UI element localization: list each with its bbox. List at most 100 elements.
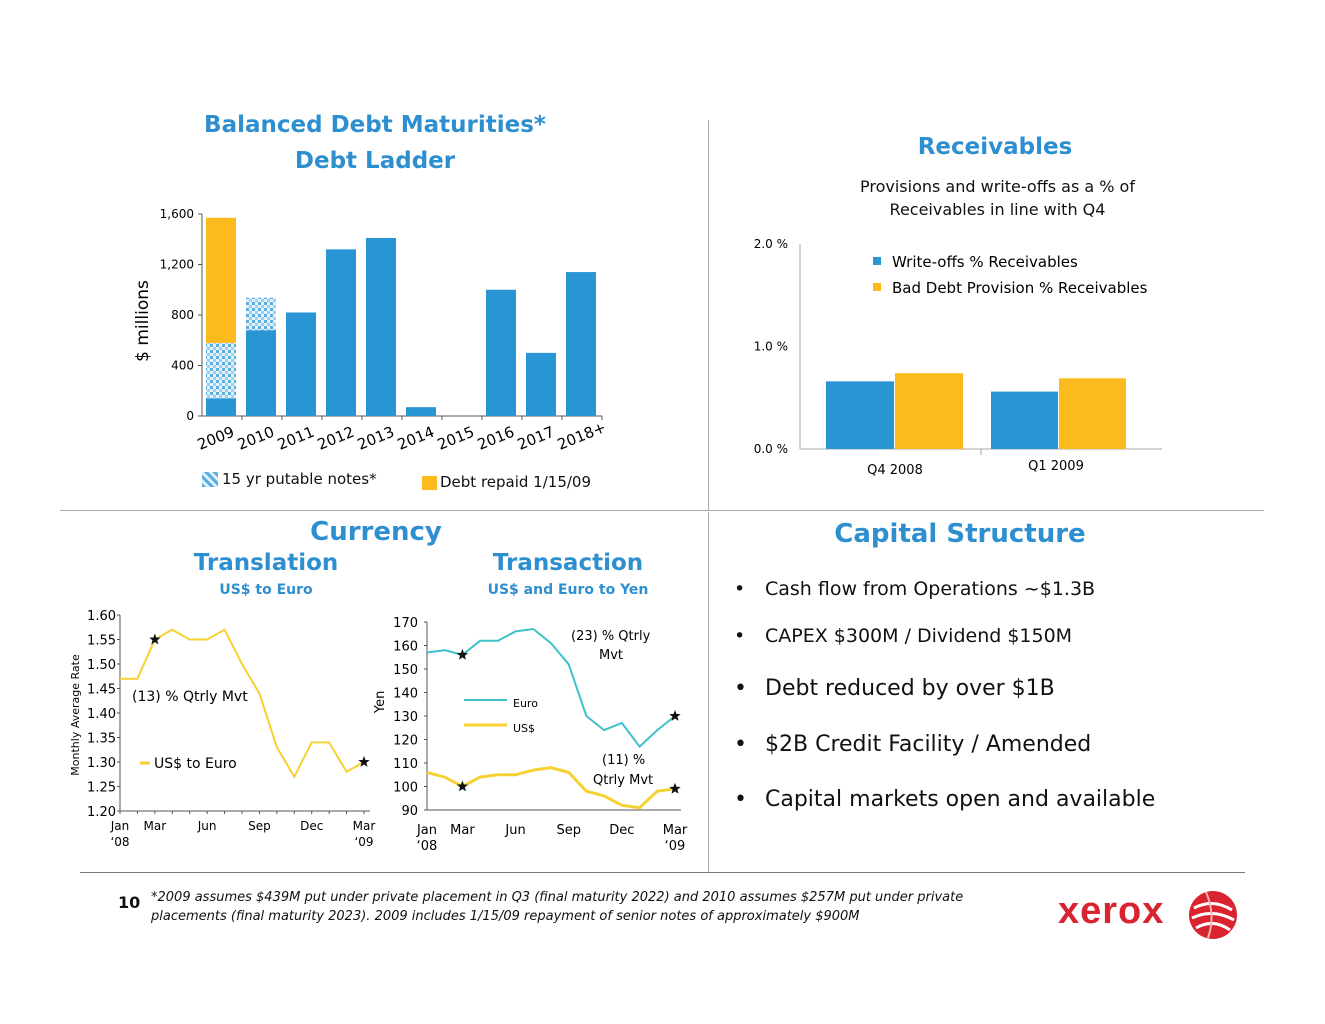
debt-x-tick-label: 2016 bbox=[475, 423, 517, 454]
rec-x-label: Q4 2008 bbox=[867, 463, 923, 478]
capital-bullet-3: Debt reduced by over $1B bbox=[734, 676, 1254, 732]
page-number: 10 bbox=[118, 893, 141, 912]
tr-x-tick-label: Mar bbox=[353, 819, 376, 833]
tx-x-tick-label: Mar bbox=[450, 823, 475, 838]
divider-vertical-bottom bbox=[708, 512, 709, 872]
tx-x-tick-label: ‘09 bbox=[665, 839, 686, 854]
tr-x-tick-label: Sep bbox=[248, 819, 271, 833]
legend-label-putable: 15 yr putable notes* bbox=[222, 470, 377, 488]
debt-x-tick-label: 2009 bbox=[195, 423, 237, 454]
debt-bar-2017-s0 bbox=[526, 352, 556, 416]
tx-annotation-2a: (11) % bbox=[602, 753, 645, 768]
debt-bar-2013-s0 bbox=[366, 237, 396, 416]
tx-line-euro bbox=[426, 627, 676, 749]
rec-bar-Q1-2009-s0 bbox=[991, 391, 1058, 449]
tx-marker-star bbox=[669, 710, 681, 721]
tr-y-tick-label: 1.40 bbox=[87, 707, 116, 722]
transaction-subtitle: US$ and Euro to Yen bbox=[487, 582, 649, 598]
receivables-chart: 0.0 % 1.0 % 2.0 % Q4 2008 Q1 2009 Write-offs … bbox=[754, 237, 1162, 478]
rec-bar-Q4-2008-s1 bbox=[895, 373, 963, 449]
tx-annotation-1a: (23) % Qtrly bbox=[571, 629, 651, 644]
tr-marker-star bbox=[358, 756, 370, 767]
tx-x-tick-label: Sep bbox=[556, 823, 581, 838]
legend-swatch-repaid bbox=[422, 476, 437, 490]
debt-y-tick-label: 0 bbox=[186, 409, 194, 423]
tr-legend-label: US$ to Euro bbox=[154, 756, 237, 772]
tr-x-tick-label: Jan bbox=[110, 819, 130, 833]
tx-y-tick-label: 130 bbox=[393, 710, 418, 725]
debt-title-line2: Debt Ladder bbox=[294, 148, 456, 174]
tr-annotation: (13) % Qtrly Mvt bbox=[132, 689, 248, 705]
rec-bar-Q1-2009-s1 bbox=[1059, 378, 1126, 449]
debt-bar-2010-s1 bbox=[246, 297, 276, 331]
debt-bar-2011-s0 bbox=[286, 312, 316, 416]
debt-bar-2016-s0 bbox=[486, 289, 516, 416]
tx-x-tick-label: ‘08 bbox=[417, 839, 438, 854]
capital-bullet-2: CAPEX $300M / Dividend $150M bbox=[734, 625, 1254, 676]
debt-bar-2009-s2 bbox=[206, 217, 236, 343]
tr-x-tick-label: Dec bbox=[300, 819, 323, 833]
transaction-chart: 90 100 110 120 130 140 150 160 170 Yen Jan‘08 Mar Ju… bbox=[373, 616, 688, 854]
tr-y-tick-label: 1.60 bbox=[87, 609, 116, 624]
tx-marker-star bbox=[669, 782, 681, 794]
capital-bullets: Cash flow from Operations ~$1.3B CAPEX $… bbox=[734, 578, 1254, 827]
debt-y-tick-label: 800 bbox=[171, 308, 194, 322]
debt-x-tick-label: 2015 bbox=[435, 423, 477, 454]
debt-y-tick-label: 1,600 bbox=[160, 207, 194, 221]
debt-x-tick-label: 2018+ bbox=[555, 418, 609, 454]
tx-annotation-1b: Mvt bbox=[599, 648, 623, 663]
footer-rule bbox=[80, 872, 1245, 873]
rec-y-tick-label: 0.0 % bbox=[754, 442, 788, 456]
currency-title: Currency bbox=[310, 517, 442, 547]
translation-subtitle: US$ to Euro bbox=[219, 582, 313, 598]
capital-title: Capital Structure bbox=[834, 519, 1086, 549]
tx-y-tick-label: 100 bbox=[393, 781, 418, 796]
receivables-subtitle-line2: Receivables in line with Q4 bbox=[889, 200, 1106, 219]
debt-bar-2012-s0 bbox=[326, 249, 356, 416]
capital-bullet-4: $2B Credit Facility / Amended bbox=[734, 732, 1254, 787]
tx-y-tick-label: 150 bbox=[393, 663, 418, 678]
legend-swatch-putable bbox=[202, 472, 218, 487]
rec-y-tick-label: 2.0 % bbox=[754, 237, 788, 251]
tr-y-tick-label: 1.35 bbox=[87, 732, 116, 747]
debt-y-axis-label: $ millions bbox=[133, 280, 153, 362]
tr-y-tick-label: 1.55 bbox=[87, 634, 116, 649]
tr-x-tick-label: ‘09 bbox=[354, 835, 373, 849]
rec-legend-label-1: Bad Debt Provision % Receivables bbox=[892, 279, 1148, 297]
tx-x-tick-label: Jun bbox=[504, 823, 525, 838]
tr-y-tick-label: 1.20 bbox=[87, 805, 116, 820]
tx-y-tick-label: 160 bbox=[393, 640, 418, 655]
tr-x-tick-label: ‘08 bbox=[110, 835, 129, 849]
footnote-line1: *2009 assumes $439M put under private pl… bbox=[151, 890, 964, 905]
debt-x-tick-label: 2012 bbox=[315, 423, 357, 454]
rec-legend-label-0: Write-offs % Receivables bbox=[892, 253, 1078, 271]
debt-x-tick-label: 2011 bbox=[275, 423, 317, 454]
debt-y-tick-label: 400 bbox=[171, 359, 194, 373]
tr-line-usd-euro bbox=[120, 628, 365, 779]
rec-legend-swatch-0 bbox=[873, 257, 881, 265]
xerox-logo: xerox bbox=[1058, 888, 1248, 940]
tx-x-tick-label: Dec bbox=[609, 823, 634, 838]
tr-y-tick-label: 1.30 bbox=[87, 756, 116, 771]
receivables-subtitle-line1: Provisions and write-offs as a % of bbox=[860, 177, 1135, 196]
debt-bar-2009-s1 bbox=[206, 342, 236, 399]
tx-y-tick-label: 140 bbox=[393, 687, 418, 702]
tr-x-tick-label: Mar bbox=[144, 819, 167, 833]
tx-y-tick-label: 110 bbox=[393, 757, 418, 772]
tx-x-tick-label: Mar bbox=[663, 823, 688, 838]
tx-legend-label-0: Euro bbox=[513, 697, 538, 710]
tx-x-tick-label: Jan bbox=[416, 823, 437, 838]
xerox-sphere-icon bbox=[1189, 891, 1237, 939]
capital-bullet-1: Cash flow from Operations ~$1.3B bbox=[734, 578, 1254, 625]
debt-legend: 15 yr putable notes* Debt repaid 1/15/09 bbox=[202, 470, 622, 492]
tx-y-tick-label: 90 bbox=[401, 804, 418, 819]
debt-bar-2018+-s0 bbox=[566, 272, 596, 416]
footnote-line2: placements (final maturity 2023). 2009 i… bbox=[151, 909, 860, 924]
debt-bar-2014-s0 bbox=[406, 407, 436, 416]
rec-bar-Q4-2008-s0 bbox=[826, 381, 894, 449]
tx-marker-star bbox=[456, 648, 469, 660]
debt-x-tick-label: 2017 bbox=[515, 423, 557, 454]
tr-y-tick-label: 1.45 bbox=[87, 683, 116, 698]
tr-marker-star bbox=[149, 633, 161, 645]
